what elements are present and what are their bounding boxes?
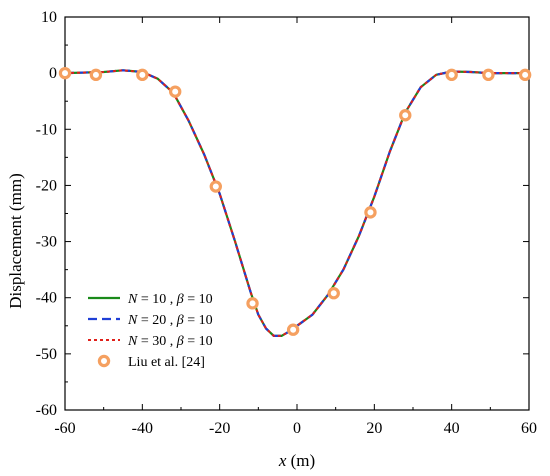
reference-marker: [399, 109, 412, 122]
reference-marker: [445, 68, 458, 82]
reference-markers: [58, 66, 532, 336]
x-tick-label: -40: [132, 420, 153, 437]
x-tick-label: -60: [54, 420, 75, 437]
legend-marker: [97, 354, 111, 368]
x-axis-title: x (m): [278, 451, 315, 470]
y-tick-label: -50: [36, 346, 57, 363]
y-tick-label: -40: [36, 290, 57, 307]
x-axis-title-variable: x: [278, 451, 287, 470]
x-tick-label: 60: [521, 420, 537, 437]
reference-marker: [246, 297, 259, 310]
x-tick-label: 40: [444, 420, 460, 437]
y-tick-label: -20: [36, 177, 57, 194]
x-tick-label: 20: [366, 420, 382, 437]
reference-marker: [286, 323, 300, 336]
legend-label: N = 20 , β = 10: [127, 313, 213, 328]
y-tick-label: 10: [41, 9, 57, 26]
reference-marker: [209, 180, 222, 193]
reference-marker: [518, 68, 532, 82]
x-axis-title-unit: (m): [286, 451, 315, 470]
reference-marker: [364, 206, 377, 219]
x-tick-label: 0: [293, 420, 301, 437]
axes: -60 -40 -20 0 20 40 60 10 0 -10 -20 -30 -40 -50 -60: [36, 9, 537, 437]
reference-marker: [58, 66, 72, 80]
x-tick-label: -20: [209, 420, 230, 437]
legend-label: Liu et al. [24]: [128, 355, 205, 370]
reference-marker: [327, 287, 340, 300]
reference-marker: [89, 68, 103, 82]
plot-frame: [64, 16, 530, 411]
legend-label: N = 30 , β = 10: [127, 334, 213, 349]
legend: N = 10 , β = 10 N = 20 , β = 10 N = 30 , β…: [88, 292, 213, 370]
reference-marker: [168, 85, 182, 98]
reference-marker: [136, 68, 149, 82]
y-tick-label: -10: [36, 121, 57, 138]
y-tick-label: -60: [36, 402, 57, 419]
y-axis-title: Displacement (mm): [6, 173, 25, 309]
y-tick-label: -30: [36, 234, 57, 251]
y-tick-label: 0: [49, 65, 57, 82]
legend-label: N = 10 , β = 10: [127, 292, 213, 307]
reference-marker: [482, 68, 495, 82]
